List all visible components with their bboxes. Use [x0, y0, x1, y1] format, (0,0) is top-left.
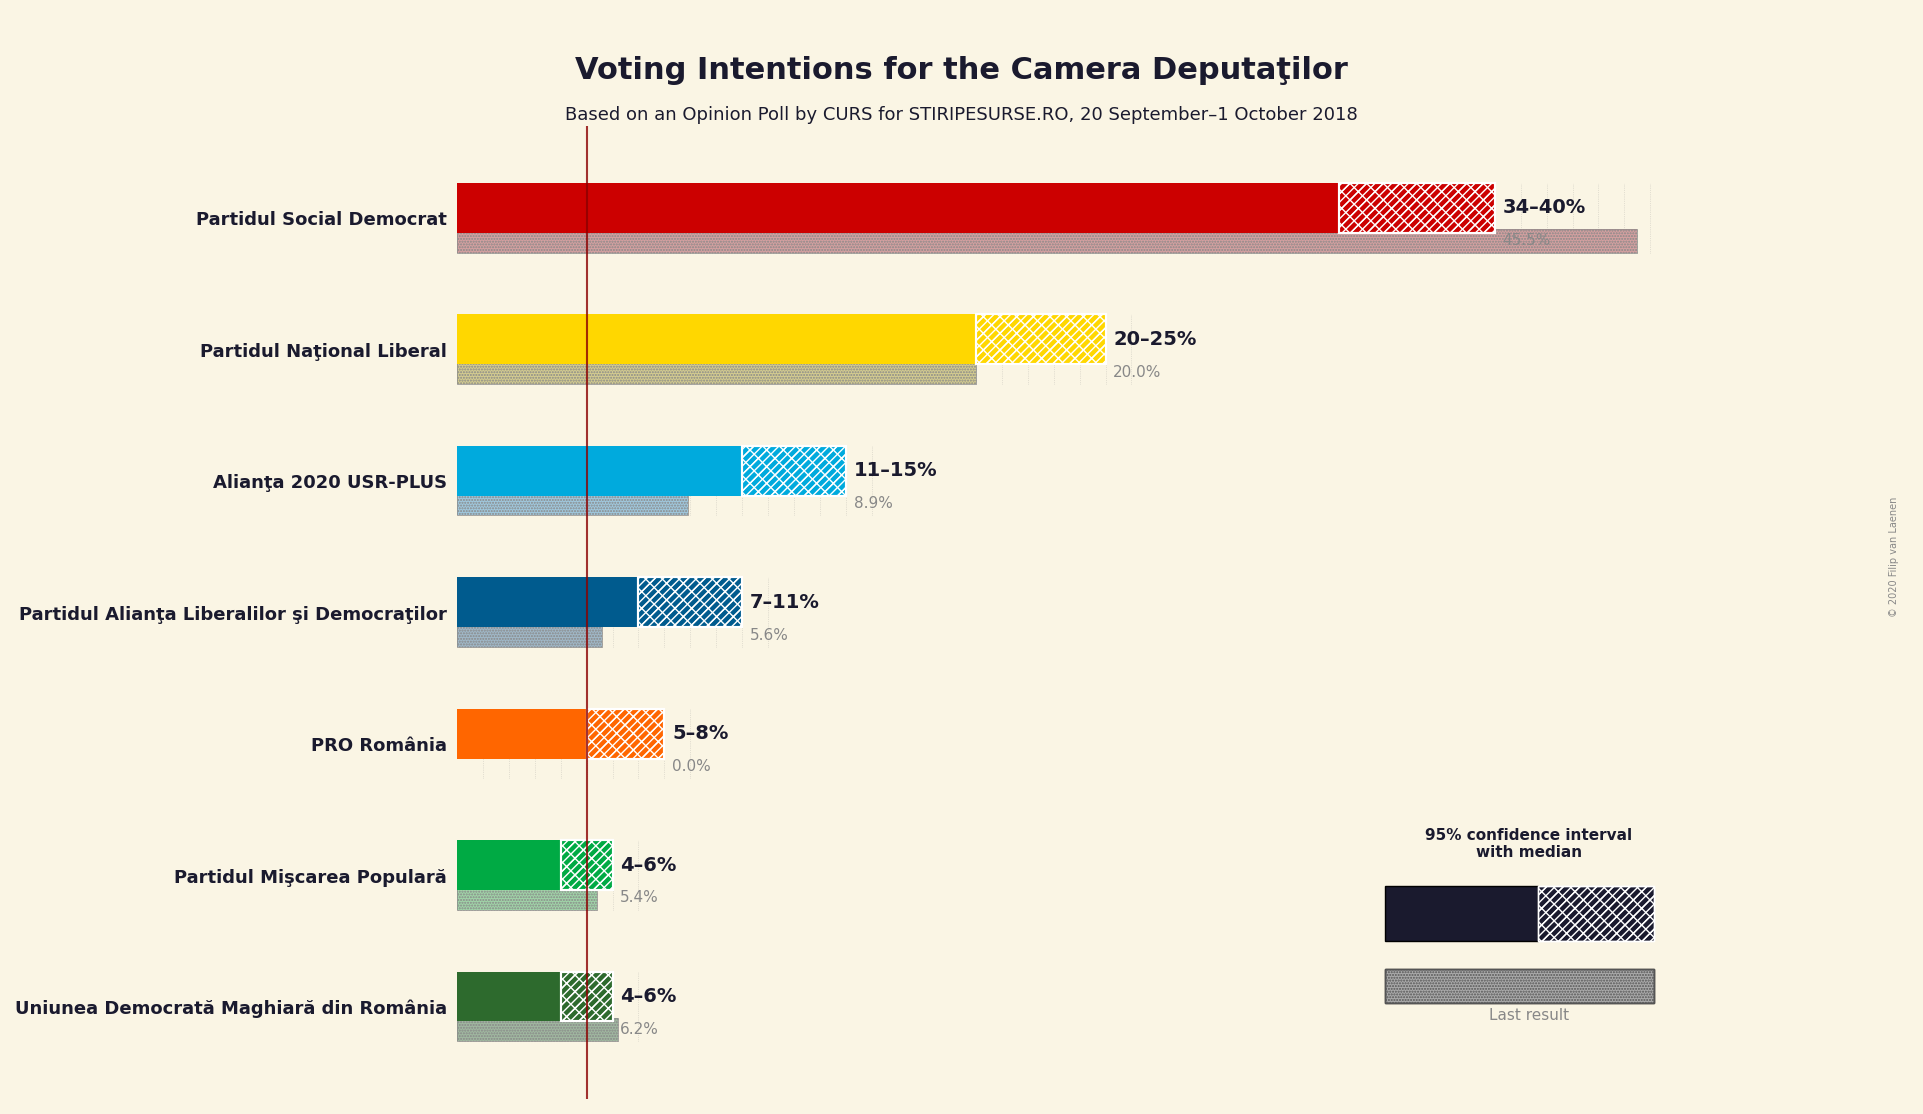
Text: 20.0%: 20.0%	[1113, 364, 1161, 380]
Bar	[458, 709, 587, 759]
Bar	[458, 623, 602, 647]
Text: 5–8%: 5–8%	[673, 724, 729, 743]
Bar	[458, 840, 562, 890]
Text: 5.4%: 5.4%	[621, 890, 660, 906]
Bar	[458, 1017, 617, 1042]
Bar	[458, 886, 596, 910]
Bar	[458, 577, 638, 627]
Text: 4–6%: 4–6%	[621, 856, 677, 874]
Bar	[458, 1017, 617, 1042]
Bar	[458, 623, 602, 647]
Bar	[562, 840, 613, 890]
Text: 95% confidence interval
with median: 95% confidence interval with median	[1425, 828, 1633, 860]
Bar	[1338, 183, 1494, 233]
Bar	[458, 183, 1338, 233]
Text: 5.6%: 5.6%	[750, 627, 788, 643]
Bar	[638, 577, 742, 627]
Bar	[587, 709, 665, 759]
Bar	[458, 446, 742, 496]
Text: 6.2%: 6.2%	[621, 1022, 660, 1037]
Bar	[1338, 183, 1494, 233]
Text: 45.5%: 45.5%	[1502, 233, 1550, 248]
Text: Based on an Opinion Poll by CURS for STIRIPESURSE.RO, 20 September–1 October 201: Based on an Opinion Poll by CURS for STI…	[565, 106, 1358, 124]
Bar	[975, 314, 1106, 364]
Bar	[562, 840, 613, 890]
Bar	[458, 228, 1636, 253]
Bar	[742, 446, 846, 496]
Text: 20–25%: 20–25%	[1113, 330, 1196, 349]
Bar	[975, 314, 1106, 364]
Text: 0.0%: 0.0%	[673, 759, 712, 774]
Bar	[458, 314, 975, 364]
Bar	[562, 971, 613, 1022]
Bar	[458, 228, 1636, 253]
Bar	[458, 360, 975, 384]
Text: 7–11%: 7–11%	[750, 593, 819, 612]
Bar	[458, 971, 562, 1022]
Text: 11–15%: 11–15%	[854, 461, 937, 480]
Bar	[458, 491, 688, 516]
Bar	[587, 709, 665, 759]
Text: 34–40%: 34–40%	[1502, 198, 1586, 217]
Bar	[458, 491, 688, 516]
Text: 8.9%: 8.9%	[854, 496, 892, 511]
Text: Last result: Last result	[1488, 1008, 1569, 1023]
Bar	[458, 360, 975, 384]
Bar	[562, 971, 613, 1022]
Text: 4–6%: 4–6%	[621, 987, 677, 1006]
Bar	[742, 446, 846, 496]
Bar	[638, 577, 742, 627]
Bar	[458, 886, 596, 910]
Text: Voting Intentions for the Camera Deputaţilor: Voting Intentions for the Camera Deputaţ…	[575, 56, 1348, 85]
Text: © 2020 Filip van Laenen: © 2020 Filip van Laenen	[1888, 497, 1900, 617]
